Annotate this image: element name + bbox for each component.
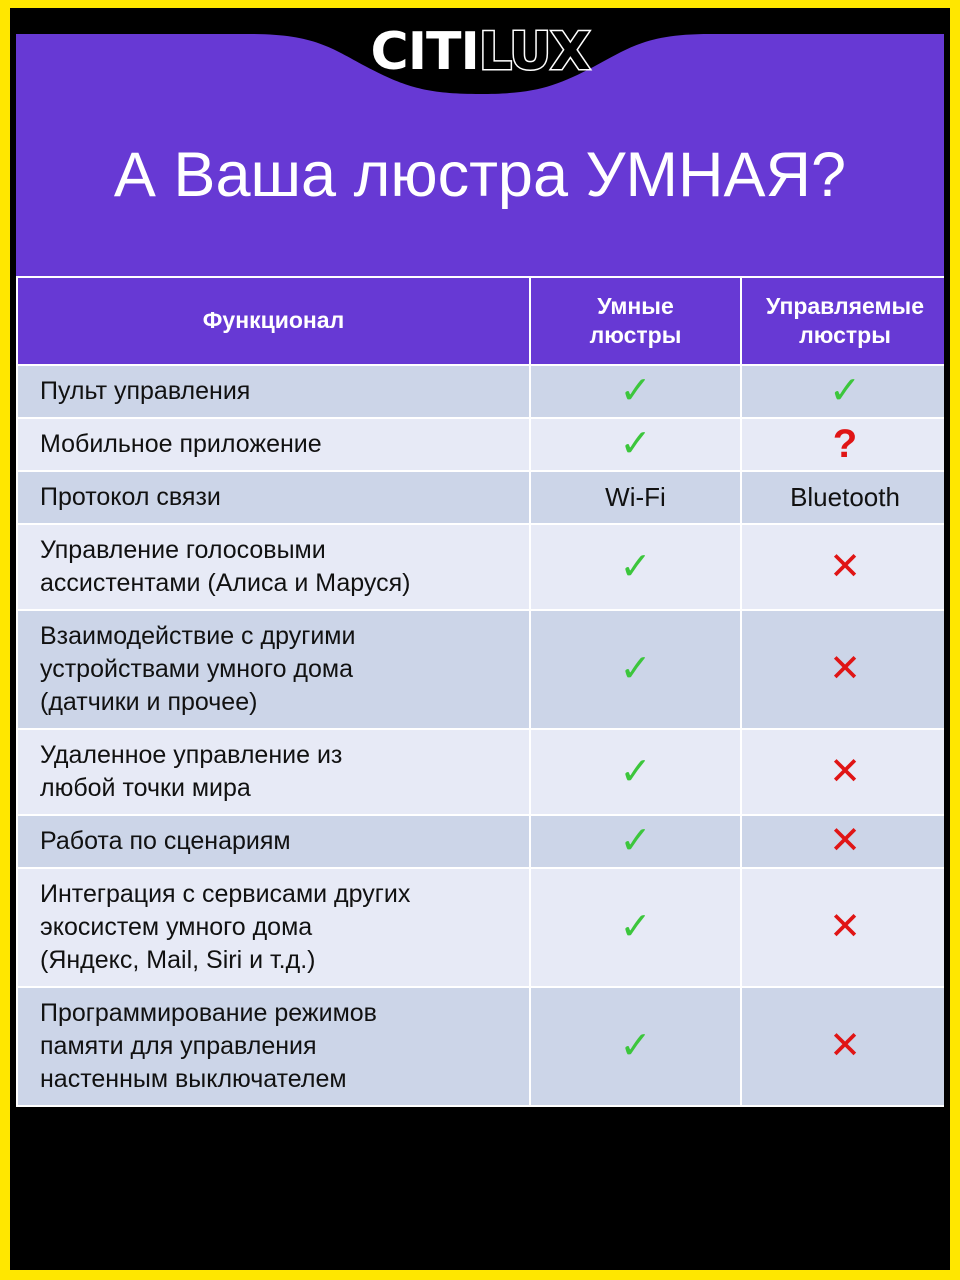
- smart-value-cell: ✓: [531, 816, 740, 867]
- comparison-table: Функционал Умные люстры Управляемые люст…: [16, 276, 944, 1107]
- column-header-controlled-line2: люстры: [799, 322, 891, 348]
- controlled-value-cell: ✕: [742, 988, 944, 1105]
- column-header-controlled: Управляемые люстры: [742, 278, 944, 364]
- cross-icon: ✕: [829, 543, 861, 588]
- check-icon: ✓: [829, 368, 861, 412]
- smart-value-cell: ✓: [531, 988, 740, 1105]
- feature-cell: Управление голосовыми ассистентами (Алиса…: [18, 525, 529, 609]
- controlled-value-cell: ✕: [742, 730, 944, 814]
- check-icon: ✓: [619, 818, 652, 862]
- feature-text-line: любой точки мира: [40, 774, 251, 802]
- check-icon: ✓: [619, 543, 652, 588]
- smart-value-cell: ✓: [531, 730, 740, 814]
- column-header-controlled-line1: Управляемые: [766, 292, 924, 319]
- feature-text-line: ассистентами (Алиса и Маруся): [40, 569, 411, 597]
- smart-value-cell: ✓: [531, 611, 740, 728]
- controlled-value-cell: Bluetooth: [742, 472, 944, 523]
- feature-cell: Работа по сценариям: [18, 816, 529, 867]
- controlled-value-cell: ✕: [742, 611, 944, 728]
- smart-value-cell: ✓: [531, 525, 740, 609]
- table-row: Удаленное управление из любой точки мира ✓…: [18, 730, 944, 814]
- poster-content: CITILUX А Ваша люстра УМНАЯ? Функционал: [16, 14, 944, 1264]
- smart-value-cell: ✓: [531, 869, 740, 986]
- table-header-row: Функционал Умные люстры Управляемые люст…: [18, 278, 944, 364]
- feature-text-line: Протокол связи: [40, 483, 221, 511]
- hero-purple-shape: [16, 34, 944, 276]
- feature-text-line: (Яндекс, Mail, Siri и т.д.): [40, 946, 316, 974]
- poster-black-frame: CITILUX А Ваша люстра УМНАЯ? Функционал: [10, 8, 950, 1270]
- table-row: Интеграция с сервисами других экосистем у…: [18, 869, 944, 986]
- table-header: Функционал Умные люстры Управляемые люст…: [18, 278, 944, 364]
- feature-text-line: Пульт управления: [40, 377, 251, 405]
- feature-cell: Удаленное управление из любой точки мира: [18, 730, 529, 814]
- controlled-value-cell: ✓: [742, 366, 944, 417]
- brand-logo: CITILUX: [16, 20, 944, 84]
- table-body: Пульт управления ✓ ✓ Мобильное приложение ✓?…: [18, 366, 944, 1105]
- table-row: Пульт управления ✓ ✓: [18, 366, 944, 417]
- feature-text-line: (датчики и прочее): [40, 688, 258, 716]
- feature-text-line: Мобильное приложение: [40, 430, 322, 458]
- feature-text-line: Удаленное управление из: [40, 741, 343, 769]
- column-header-smart-line1: Умные: [597, 292, 674, 319]
- feature-text-line: Взаимодействие с другими: [40, 622, 356, 650]
- logo-lux-text: LUX: [477, 22, 592, 82]
- smart-value-cell: ✓: [531, 366, 740, 417]
- logo-citi-text: CITI: [370, 22, 480, 82]
- check-icon: ✓: [619, 368, 652, 412]
- cross-icon: ✕: [829, 904, 861, 948]
- check-icon: ✓: [619, 421, 652, 465]
- column-header-smart-line2: люстры: [589, 322, 682, 348]
- table-row: Работа по сценариям ✓ ✕: [18, 816, 944, 867]
- smart-value-cell: ✓: [531, 419, 740, 470]
- feature-cell: Протокол связи: [18, 472, 529, 523]
- feature-text-line: Интеграция с сервисами других: [40, 880, 411, 908]
- check-icon: ✓: [619, 646, 652, 690]
- table-row: Управление голосовыми ассистентами (Алиса…: [18, 525, 944, 609]
- value-text: Bluetooth: [790, 482, 900, 512]
- cross-icon: ✕: [829, 818, 861, 862]
- table-row: Мобильное приложение ✓?: [18, 419, 944, 470]
- smart-value-cell: Wi-Fi: [531, 472, 740, 523]
- cross-icon: ✕: [829, 748, 861, 793]
- controlled-value-cell: ?: [742, 419, 944, 470]
- feature-text-line: экосистем умного дома: [40, 913, 313, 941]
- controlled-value-cell: ✕: [742, 869, 944, 986]
- column-header-smart: Умные люстры: [531, 278, 740, 364]
- controlled-value-cell: ✕: [742, 525, 944, 609]
- cross-icon: ✕: [829, 1023, 861, 1067]
- feature-cell: Пульт управления: [18, 366, 529, 417]
- table-row: Протокол связи Wi-Fi Bluetooth: [18, 472, 944, 523]
- column-header-feature: Функционал: [18, 278, 529, 364]
- table-row: Взаимодействие с другими устройствами умн…: [18, 611, 944, 728]
- feature-cell: Интеграция с сервисами других экосистем у…: [18, 869, 529, 986]
- feature-cell: Взаимодействие с другими устройствами умн…: [18, 611, 529, 728]
- feature-cell: Программирование режимов памяти для управ…: [18, 988, 529, 1105]
- feature-text-line: Работа по сценариям: [40, 827, 291, 855]
- check-icon: ✓: [619, 904, 652, 948]
- feature-text-line: устройствами умного дома: [40, 655, 354, 683]
- value-text: Wi-Fi: [605, 482, 666, 512]
- cross-icon: ✕: [829, 646, 861, 690]
- check-icon: ✓: [619, 1023, 652, 1067]
- table-row: Программирование режимов памяти для управ…: [18, 988, 944, 1105]
- feature-text-line: настенным выключателем: [40, 1065, 347, 1093]
- feature-cell: Мобильное приложение: [18, 419, 529, 470]
- feature-text-line: Программирование режимов: [40, 999, 377, 1027]
- controlled-value-cell: ✕: [742, 816, 944, 867]
- check-icon: ✓: [619, 748, 652, 793]
- hero-banner: CITILUX А Ваша люстра УМНАЯ?: [16, 14, 944, 276]
- hero-title: А Ваша люстра УМНАЯ?: [113, 140, 847, 210]
- question-icon: ?: [832, 421, 858, 466]
- feature-text-line: Управление голосовыми: [40, 536, 326, 564]
- feature-text-line: памяти для управления: [40, 1032, 317, 1060]
